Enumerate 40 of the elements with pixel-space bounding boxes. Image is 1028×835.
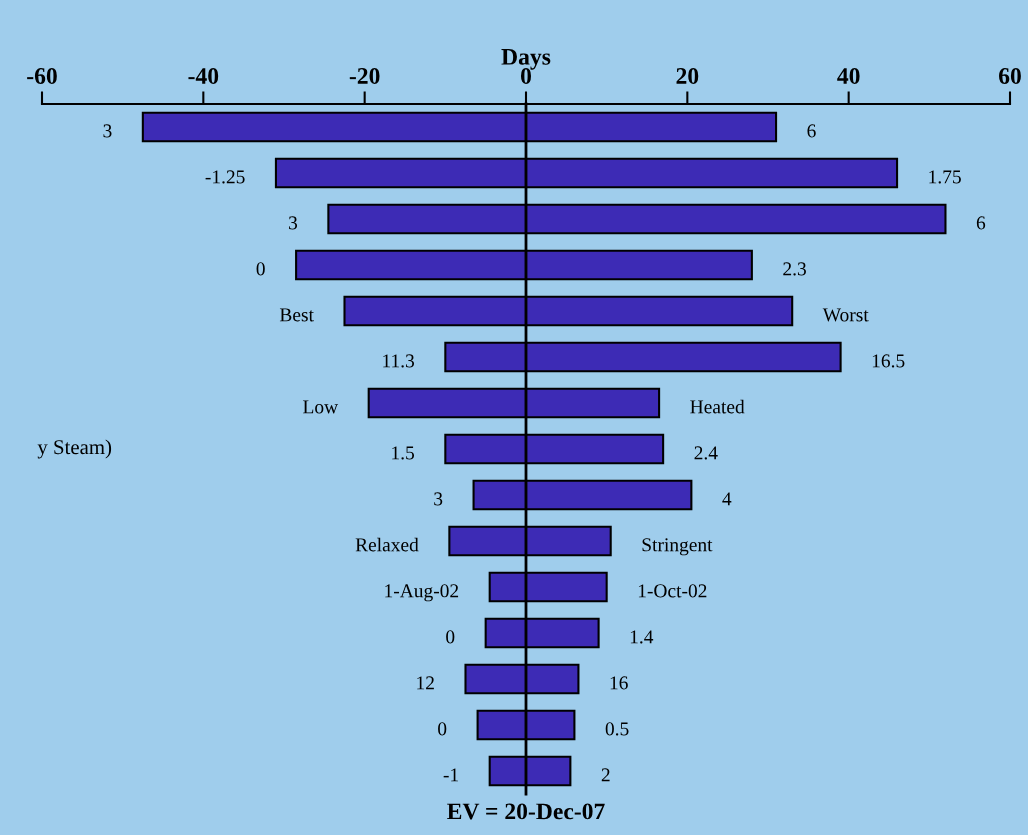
y-tick-label: y Steam) <box>37 439 112 459</box>
annotation: Relaxed <box>355 537 419 552</box>
annotation: 16.5 <box>872 354 905 368</box>
x-tick-label: 40 <box>837 67 860 84</box>
annotation: Low <box>303 400 339 414</box>
x-tick-label: 60 <box>999 67 1021 84</box>
x-tick-label: -60 <box>27 67 57 84</box>
annotation: 1-Aug-02 <box>385 584 459 602</box>
annotation: 3 <box>434 492 443 506</box>
annotation: 2.3 <box>783 262 806 276</box>
annotation: Worst <box>822 308 869 322</box>
annotation: 6 <box>976 216 986 230</box>
annotation: 1.75 <box>929 170 961 184</box>
annotation: 0 <box>256 262 265 276</box>
x-tick-label: 0 <box>521 67 531 84</box>
annotation: Best <box>279 308 314 322</box>
annotation: 12 <box>417 676 434 690</box>
annotation: 4 <box>722 492 732 506</box>
annotation: 0.5 <box>605 722 629 736</box>
annotation: Stringent <box>642 538 713 556</box>
annotation: -1 <box>443 768 458 782</box>
annotation: 3 <box>103 124 112 138</box>
annotation: 1.4 <box>630 630 654 644</box>
annotation: 2 <box>601 768 610 782</box>
annotation: 1.5 <box>392 446 415 460</box>
text: EV = 20-Dec-07 <box>447 803 605 820</box>
x-tick-label: -40 <box>188 67 219 84</box>
annotation: 2.4 <box>694 446 718 460</box>
annotation: 11.3 <box>383 354 415 368</box>
x-axis-title: Days <box>501 49 551 70</box>
annotation: 6 <box>807 124 816 138</box>
annotation: 0 <box>446 630 455 644</box>
annotation: -1.25 <box>205 170 245 184</box>
annotation: 3 <box>289 216 298 230</box>
annotation: Heated <box>690 399 745 414</box>
annotation: 1-Oct-02 <box>638 584 707 598</box>
x-tick-label: 20 <box>676 67 699 84</box>
annotation: 16 <box>610 676 628 690</box>
x-tick-label: -20 <box>349 67 380 84</box>
annotation: 0 <box>438 722 447 736</box>
